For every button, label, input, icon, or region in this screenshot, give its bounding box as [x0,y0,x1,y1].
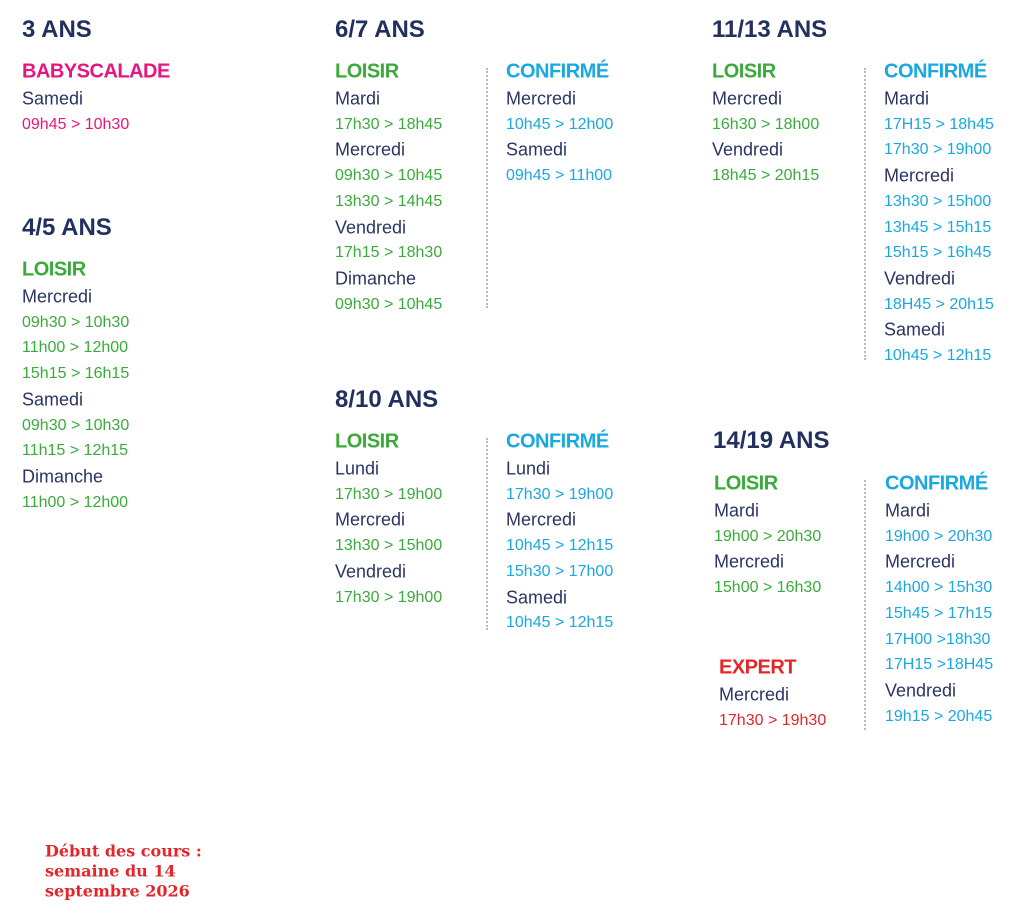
time-slot: 17h30 > 19h00 [335,485,443,503]
time-slot: 15h45 > 17h15 [885,604,993,622]
day: Mercredi [506,88,577,109]
time-slot: 13h30 > 15h00 [335,537,443,555]
day: Mercredi [719,684,790,705]
time-slot: 09h45 > 11h00 [506,167,613,185]
time-slot: 19h15 > 20h45 [885,707,993,725]
time-slot: 18H45 > 20h15 [884,295,994,313]
section-title: 3 ANS [22,16,92,43]
time-slot: 11h15 > 12h15 [22,442,129,460]
day: Samedi [22,389,84,410]
time-slot: 17h30 > 19h30 [719,711,827,729]
group-label: LOISIR [335,60,399,83]
section-title: 8/10 ANS [335,386,439,413]
day: Mardi [335,88,381,109]
time-slot: 17h30 > 19h00 [335,588,443,606]
time-slot: 09h30 > 10h45 [335,167,443,185]
day: Vendredi [712,139,784,160]
day: Mercredi [335,509,406,530]
time-slot: 11h00 > 12h00 [22,339,129,357]
day: Samedi [506,587,568,607]
day: Mercredi [712,88,783,109]
day: Mardi [885,500,931,521]
day: Mercredi [885,551,956,572]
footer-note: septembre 2026 [45,881,190,901]
day: Mercredi [22,286,93,307]
day: Lundi [335,458,380,479]
section-title: 14/19 ANS [713,427,830,454]
day: Vendredi [884,268,956,289]
footer-note: Début des cours : [45,841,202,861]
time-slot: 16h30 > 18h00 [712,115,820,133]
time-slot: 15h00 > 16h30 [714,579,822,597]
group-label: CONFIRMÉ [884,60,987,83]
day: Vendredi [335,217,407,237]
group-label: LOISIR [335,430,399,453]
section-title: 4/5 ANS [22,214,112,241]
time-slot: 19h00 > 20h30 [714,527,822,545]
day: Dimanche [335,268,417,289]
time-slot: 10h45 > 12h00 [506,115,614,133]
time-slot: 10h45 > 12h15 [884,347,992,364]
day: Mercredi [714,551,785,572]
section-title: 11/13 ANS [712,16,828,43]
time-slot: 17h30 > 19h00 [506,485,614,503]
day: Mercredi [506,509,577,530]
time-slot: 17h30 > 19h00 [884,141,992,159]
time-slot: 15h15 > 16h45 [884,244,992,262]
day: Samedi [506,139,568,160]
day: Mercredi [335,139,406,160]
group-label: CONFIRMÉ [885,472,988,495]
time-slot: 11h00 > 12h00 [22,493,129,511]
footer-note: semaine du 14 [45,861,176,881]
time-slot: 17H15 >18H45 [885,656,994,674]
time-slot: 09h30 > 10h45 [335,295,443,313]
group-label: BABYSCALADE [22,60,170,83]
time-slot: 13h30 > 14h45 [335,192,443,210]
group-label: LOISIR [22,258,86,281]
time-slot: 14h00 > 15h30 [885,579,993,597]
time-slot: 17H15 > 18h45 [884,115,994,133]
day: Vendredi [885,680,957,701]
group-label: LOISIR [712,60,776,83]
section-title: 6/7 ANS [335,16,425,43]
divider [864,480,866,730]
time-slot: 10h45 > 12h15 [506,614,614,632]
time-slot: 17h30 > 18h45 [335,115,443,133]
time-slot: 19h00 > 20h30 [885,527,993,545]
time-slot: 10h45 > 12h15 [506,537,614,555]
group-label: LOISIR [714,472,778,495]
time-slot: 13h45 > 15h15 [884,218,992,236]
group-label: CONFIRMÉ [506,60,609,83]
day: Samedi [884,319,946,340]
time-slot: 09h30 > 10h30 [22,313,130,331]
time-slot: 15h15 > 16h15 [22,365,130,383]
time-slot: 17H00 >18h30 [885,630,991,648]
day: Vendredi [335,561,407,582]
divider [486,68,488,308]
group-label: CONFIRMÉ [506,430,609,453]
time-slot: 17h15 > 18h30 [335,244,443,262]
time-slot: 15h30 > 17h00 [506,562,614,580]
group-label: EXPERT [719,656,797,679]
day: Samedi [22,88,84,109]
day: Mardi [714,500,760,521]
time-slot: 09h30 > 10h30 [22,416,130,434]
time-slot: 18h45 > 20h15 [712,167,820,185]
divider [486,438,488,630]
day: Mercredi [884,165,955,186]
day: Dimanche [22,466,104,487]
divider [864,68,866,360]
time-slot: 09h45 > 10h30 [22,115,130,133]
day: Mardi [884,88,930,109]
time-slot: 13h30 > 15h00 [884,192,992,210]
day: Lundi [506,458,551,479]
